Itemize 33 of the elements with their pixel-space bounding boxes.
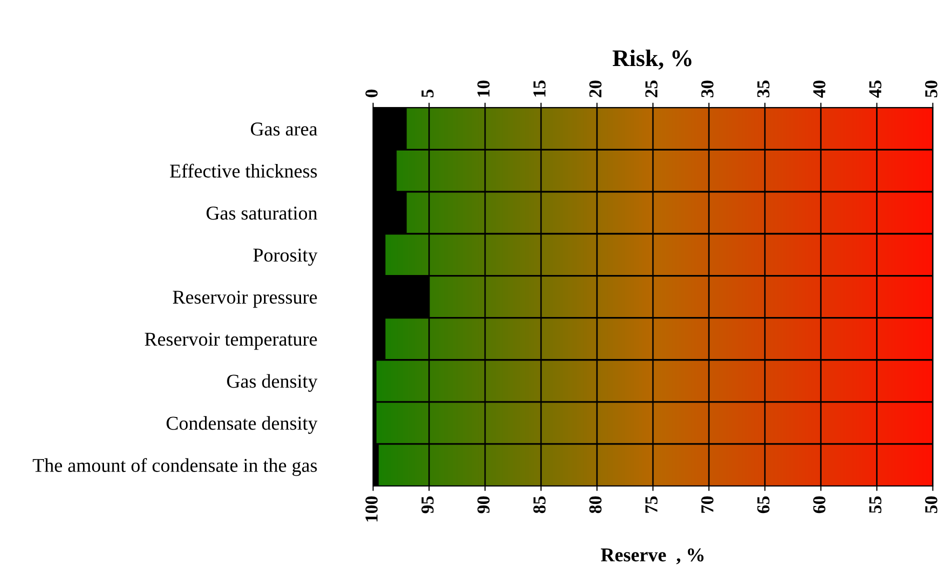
x-tick-label: 100 — [365, 496, 378, 522]
x2-tick-label: 50 — [925, 80, 938, 98]
x-tick-label: 90 — [477, 496, 490, 514]
y-tick-label: Condensate density — [166, 416, 318, 434]
x2-tick-label: 35 — [757, 80, 770, 98]
y-tick-label: The amount of condensate in the gas — [32, 458, 317, 476]
x2-tick-label: 15 — [533, 80, 546, 96]
x-tick-label: 80 — [589, 496, 602, 514]
y-tick-label: Effective thickness — [170, 164, 317, 178]
y-tick-label: Reservoir temperature — [144, 332, 317, 350]
x2-tick-label: 25 — [645, 80, 658, 98]
x2-tick-label: 45 — [869, 80, 882, 98]
x2-tick-label: 40 — [813, 80, 826, 98]
x-tick-label: 55 — [869, 496, 882, 514]
x2-axis-title: Risk, % — [612, 50, 692, 70]
y-tick-label: Gas density — [227, 374, 318, 392]
y-tick-label: Porosity — [253, 248, 318, 266]
x2-tick-label: 10 — [477, 80, 490, 96]
x-tick-label: 95 — [421, 496, 434, 514]
x2-tick-label: 0 — [365, 90, 378, 98]
x-axis-title: Reserve , % — [600, 548, 704, 564]
x-tick-label: 75 — [645, 496, 658, 513]
x-tick-label: 60 — [813, 496, 826, 514]
x-tick-label: 85 — [533, 496, 546, 514]
x-tick-label: 70 — [701, 496, 714, 513]
x2-tick-label: 20 — [589, 80, 602, 98]
y-tick-label: Gas saturation — [206, 206, 318, 220]
x2-tick-label: 30 — [701, 80, 714, 98]
x-tick-label: 50 — [925, 496, 938, 514]
x2-tick-label: 5 — [422, 90, 434, 98]
y-tick-label: Reservoir pressure — [172, 290, 317, 308]
x-tick-label: 65 — [757, 496, 770, 514]
y-tick-label: Gas area — [250, 122, 318, 136]
